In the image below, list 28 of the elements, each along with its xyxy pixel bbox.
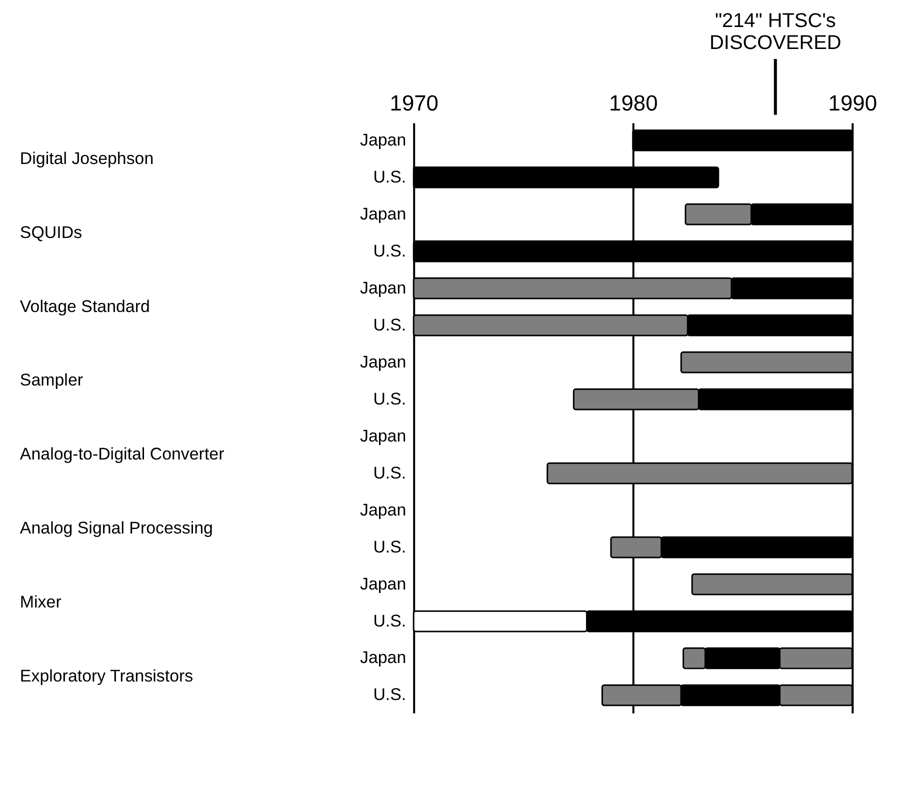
y-tick-label: U.S. — [373, 685, 406, 704]
y-tick-label: U.S. — [373, 463, 406, 482]
y-tick-label: U.S. — [373, 315, 406, 334]
x-tick-label: 1970 — [390, 90, 438, 116]
ref-line-label: "214" HTSC's DISCOVERED — [710, 10, 842, 54]
y-tick-label: U.S. — [373, 241, 406, 260]
text: Sampler — [20, 370, 84, 390]
x-tick-label: 1990 — [828, 90, 878, 116]
x-tick-label: 1980 — [609, 90, 658, 116]
y-tick-label: Japan — [360, 426, 406, 446]
y-tick-label: U.S. — [373, 537, 406, 556]
y-tick-label: Japan — [360, 130, 406, 150]
y-tick-label: Japan — [360, 278, 406, 298]
text: Exploratory Transistors — [20, 666, 194, 686]
y-tick-label: U.S. — [373, 389, 406, 408]
y-tick-label: Japan — [360, 648, 406, 668]
y-tick-label: Japan — [360, 574, 406, 594]
text: Voltage Standard — [20, 296, 150, 316]
text: Mixer — [20, 592, 62, 612]
y-tick-label: U.S. — [373, 611, 406, 630]
text: Analog-to-Digital Converter — [20, 444, 225, 464]
text: Analog Signal Processing — [20, 518, 213, 538]
text: Digital Josephson — [20, 148, 154, 168]
text: SQUIDs — [20, 222, 82, 242]
y-tick-label: Japan — [360, 500, 406, 520]
y-tick-label: Japan — [360, 352, 406, 372]
y-tick-label: U.S. — [373, 167, 406, 186]
y-tick-label: Japan — [360, 204, 406, 224]
